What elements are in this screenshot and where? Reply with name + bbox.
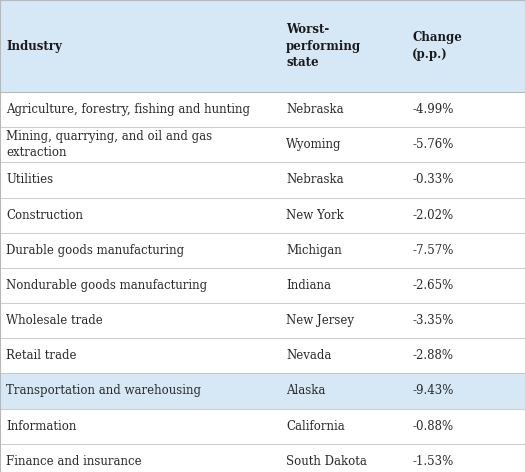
Bar: [0, 409, 525, 444]
Text: South Dakota: South Dakota: [286, 455, 367, 468]
Text: New York: New York: [286, 209, 344, 222]
Text: -1.53%: -1.53%: [412, 455, 454, 468]
Text: Transportation and warehousing: Transportation and warehousing: [6, 384, 201, 397]
Text: -0.88%: -0.88%: [412, 420, 453, 433]
Bar: [0, 373, 525, 409]
Text: Indiana: Indiana: [286, 279, 331, 292]
Bar: [0, 162, 525, 198]
Text: Wyoming: Wyoming: [286, 138, 342, 152]
Text: -0.33%: -0.33%: [412, 173, 454, 186]
Text: Utilities: Utilities: [6, 173, 54, 186]
Bar: [0, 233, 525, 268]
Text: -9.43%: -9.43%: [412, 384, 454, 397]
Text: Construction: Construction: [6, 209, 83, 222]
Bar: [0, 127, 525, 162]
Text: Change
(p.p.): Change (p.p.): [412, 31, 462, 61]
Text: -2.02%: -2.02%: [412, 209, 453, 222]
Bar: [0, 198, 525, 233]
Bar: [0, 338, 525, 373]
Text: Mining, quarrying, and oil and gas
extraction: Mining, quarrying, and oil and gas extra…: [6, 130, 213, 159]
Text: Worst-
performing
state: Worst- performing state: [286, 23, 361, 69]
Text: Wholesale trade: Wholesale trade: [6, 314, 103, 327]
Text: Information: Information: [6, 420, 77, 433]
Bar: [0, 303, 525, 338]
Bar: [0, 444, 525, 472]
Text: Alaska: Alaska: [286, 384, 326, 397]
Bar: [0, 268, 525, 303]
Text: Nevada: Nevada: [286, 349, 331, 362]
Text: Finance and insurance: Finance and insurance: [6, 455, 142, 468]
Text: Retail trade: Retail trade: [6, 349, 77, 362]
Text: -5.76%: -5.76%: [412, 138, 454, 152]
Bar: [0, 0, 525, 92]
Text: Nondurable goods manufacturing: Nondurable goods manufacturing: [6, 279, 207, 292]
Text: California: California: [286, 420, 345, 433]
Text: -4.99%: -4.99%: [412, 103, 454, 116]
Text: Industry: Industry: [6, 40, 62, 52]
Text: New Jersey: New Jersey: [286, 314, 354, 327]
Text: Agriculture, forestry, fishing and hunting: Agriculture, forestry, fishing and hunti…: [6, 103, 250, 116]
Text: Michigan: Michigan: [286, 244, 342, 257]
Text: -2.88%: -2.88%: [412, 349, 453, 362]
Text: Durable goods manufacturing: Durable goods manufacturing: [6, 244, 184, 257]
Text: -2.65%: -2.65%: [412, 279, 454, 292]
Text: -7.57%: -7.57%: [412, 244, 454, 257]
Text: Nebraska: Nebraska: [286, 103, 344, 116]
Text: Nebraska: Nebraska: [286, 173, 344, 186]
Bar: [0, 92, 525, 127]
Text: -3.35%: -3.35%: [412, 314, 454, 327]
